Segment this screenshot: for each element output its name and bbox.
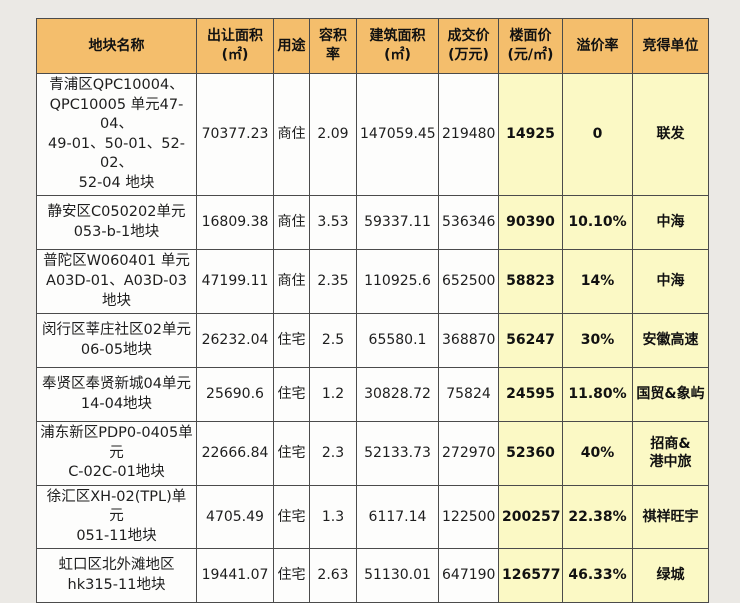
cell-plot-name: 静安区C050202单元 053-b-1地块 [36,195,197,251]
cell-floor-price: 126577 [498,548,563,603]
cell-plot-ratio: 2.5 [309,313,357,369]
cell-plot-name: 青浦区QPC10004、 QPC10005 单元47-04、 49-01、50-… [36,72,197,197]
cell-floor-price: 200257 [498,484,563,550]
cell-plot-ratio: 3.53 [309,195,357,251]
cell-winner: 国贸&象屿 [632,367,709,423]
cell-transfer-area: 25690.6 [196,367,274,423]
cell-use: 住宅 [273,367,310,423]
cell-transfer-area: 26232.04 [196,313,274,369]
table-row: 奉贤区奉贤新城04单元 14-04地块 25690.6 住宅 1.2 30828… [36,367,709,423]
col-header-floor-price: 楼面价 (元/㎡) [498,18,563,74]
cell-transfer-area: 4705.49 [196,484,274,550]
cell-building-area: 30828.72 [356,367,439,423]
table-row: 青浦区QPC10004、 QPC10005 单元47-04、 49-01、50-… [36,72,709,197]
cell-plot-ratio: 1.2 [309,367,357,423]
cell-building-area: 65580.1 [356,313,439,369]
cell-premium-rate: 0 [562,72,633,197]
cell-use: 商住 [273,249,310,315]
cell-building-area: 147059.45 [356,72,439,197]
cell-winner: 安徽高速 [632,313,709,369]
cell-building-area: 6117.14 [356,484,439,550]
cell-winner: 中海 [632,195,709,251]
cell-plot-name: 普陀区W060401 单元 A03D-01、A03D-03 地块 [36,249,197,315]
cell-building-area: 51130.01 [356,548,439,603]
cell-floor-price: 24595 [498,367,563,423]
cell-winner: 招商& 港中旅 [632,421,709,486]
cell-use: 商住 [273,195,310,251]
col-header-premium-rate: 溢价率 [562,18,633,74]
cell-deal-price: 536346 [438,195,499,251]
cell-premium-rate: 14% [562,249,633,315]
cell-premium-rate: 11.80% [562,367,633,423]
cell-premium-rate: 40% [562,421,633,486]
cell-transfer-area: 70377.23 [196,72,274,197]
cell-building-area: 110925.6 [356,249,439,315]
cell-premium-rate: 46.33% [562,548,633,603]
col-header-plot-ratio: 容积率 [309,18,357,74]
cell-plot-name: 徐汇区XH-02(TPL)单元 051-11地块 [36,484,197,550]
cell-transfer-area: 16809.38 [196,195,274,251]
col-header-plot-name: 地块名称 [36,18,197,74]
cell-plot-name: 虹口区北外滩地区 hk315-11地块 [36,548,197,603]
cell-deal-price: 272970 [438,421,499,486]
cell-use: 住宅 [273,548,310,603]
land-transaction-table: 地块名称 出让面积 (㎡) 用途 容积率 建筑面积 (㎡) 成交价 (万元) 楼… [36,18,709,603]
table-row: 徐汇区XH-02(TPL)单元 051-11地块 4705.49 住宅 1.3 … [36,484,709,550]
header-row: 地块名称 出让面积 (㎡) 用途 容积率 建筑面积 (㎡) 成交价 (万元) 楼… [36,18,709,74]
cell-plot-ratio: 2.63 [309,548,357,603]
cell-use: 住宅 [273,421,310,486]
cell-winner: 绿城 [632,548,709,603]
cell-floor-price: 56247 [498,313,563,369]
cell-deal-price: 652500 [438,249,499,315]
cell-floor-price: 58823 [498,249,563,315]
col-header-use: 用途 [273,18,310,74]
table-row: 静安区C050202单元 053-b-1地块 16809.38 商住 3.53 … [36,195,709,251]
col-header-building-area: 建筑面积 (㎡) [356,18,439,74]
page-background: 地块名称 出让面积 (㎡) 用途 容积率 建筑面积 (㎡) 成交价 (万元) 楼… [36,18,709,603]
cell-transfer-area: 19441.07 [196,548,274,603]
table-row: 普陀区W060401 单元 A03D-01、A03D-03 地块 47199.1… [36,249,709,315]
table-row: 浦东新区PDP0-0405单元 C-02C-01地块 22666.84 住宅 2… [36,421,709,486]
col-header-winner: 竞得单位 [632,18,709,74]
cell-deal-price: 75824 [438,367,499,423]
cell-plot-name: 闵行区莘庄社区02单元 06-05地块 [36,313,197,369]
cell-plot-name: 浦东新区PDP0-0405单元 C-02C-01地块 [36,421,197,486]
cell-premium-rate: 10.10% [562,195,633,251]
cell-plot-ratio: 2.3 [309,421,357,486]
cell-floor-price: 90390 [498,195,563,251]
cell-use: 商住 [273,72,310,197]
cell-premium-rate: 30% [562,313,633,369]
table-row: 闵行区莘庄社区02单元 06-05地块 26232.04 住宅 2.5 6558… [36,313,709,369]
cell-deal-price: 219480 [438,72,499,197]
cell-use: 住宅 [273,484,310,550]
cell-use: 住宅 [273,313,310,369]
cell-winner: 联发 [632,72,709,197]
cell-transfer-area: 47199.11 [196,249,274,315]
cell-premium-rate: 22.38% [562,484,633,550]
cell-deal-price: 647190 [438,548,499,603]
cell-plot-ratio: 1.3 [309,484,357,550]
col-header-transfer-area: 出让面积 (㎡) [196,18,274,74]
cell-winner: 中海 [632,249,709,315]
cell-plot-ratio: 2.09 [309,72,357,197]
cell-transfer-area: 22666.84 [196,421,274,486]
cell-floor-price: 52360 [498,421,563,486]
table-row: 虹口区北外滩地区 hk315-11地块 19441.07 住宅 2.63 511… [36,548,709,603]
cell-plot-ratio: 2.35 [309,249,357,315]
cell-winner: 祺祥旺宇 [632,484,709,550]
cell-deal-price: 122500 [438,484,499,550]
cell-deal-price: 368870 [438,313,499,369]
col-header-deal-price: 成交价 (万元) [438,18,499,74]
cell-building-area: 52133.73 [356,421,439,486]
cell-floor-price: 14925 [498,72,563,197]
cell-plot-name: 奉贤区奉贤新城04单元 14-04地块 [36,367,197,423]
cell-building-area: 59337.11 [356,195,439,251]
